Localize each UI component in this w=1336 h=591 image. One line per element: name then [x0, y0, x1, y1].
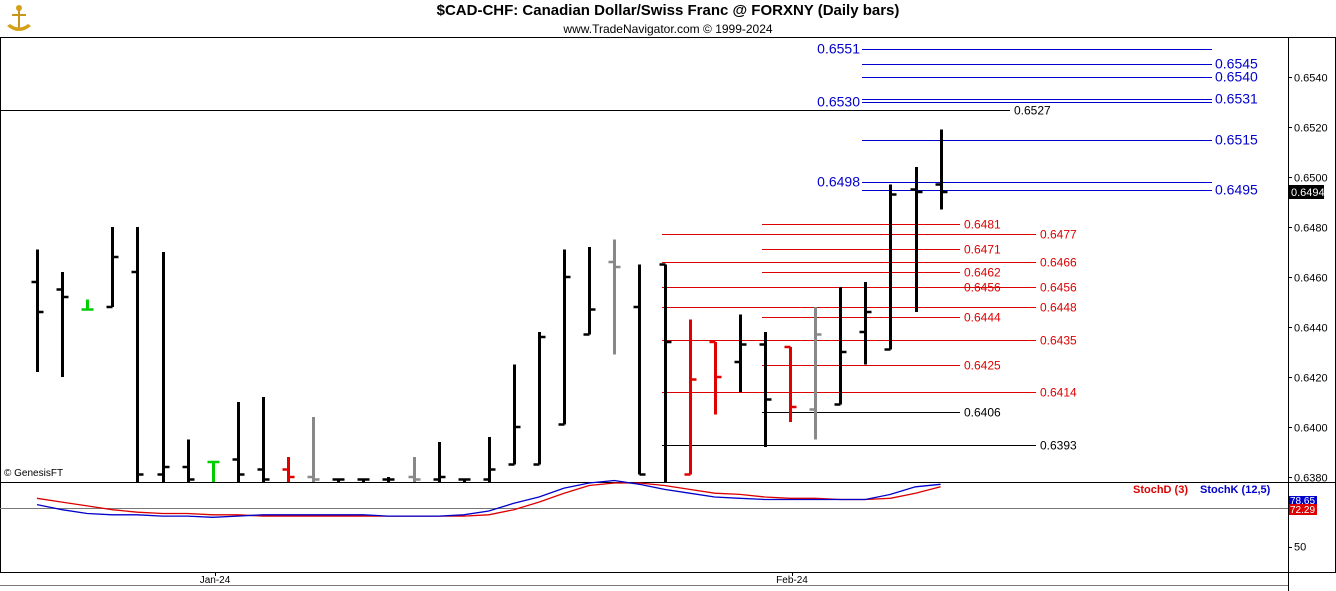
- price-tick-label: 0.6460: [1294, 273, 1328, 285]
- level-label: 0.6406: [964, 406, 1001, 420]
- date-axis: Jan-24 Feb-24: [200, 572, 808, 586]
- ohlc-bar: [207, 460, 220, 482]
- level-label: 0.6435: [1040, 334, 1077, 348]
- price-tick-label: 0.6380: [1294, 473, 1328, 485]
- ohlc-bar: [257, 397, 270, 482]
- last-price-badge: [1289, 185, 1324, 199]
- ohlc-bar: [508, 364, 521, 466]
- ohlc-bar: [633, 264, 646, 476]
- stoch-k-value: 78.65: [1290, 496, 1315, 507]
- ohlc-bar: [433, 442, 446, 482]
- stoch-d-line: [36, 482, 941, 517]
- ohlc-bar: [884, 184, 897, 351]
- level-label: 0.6527: [1014, 104, 1051, 118]
- price-tick-label: 0.6400: [1294, 423, 1328, 435]
- ohlc-bar: [759, 332, 772, 447]
- stoch-d-badge: [1289, 504, 1317, 515]
- last-price-label: 0.6494: [1291, 187, 1325, 199]
- level-label: 0.6545: [1215, 56, 1258, 72]
- ohlc-bar: [382, 477, 395, 482]
- level-label: 0.6466: [1040, 256, 1077, 270]
- ohlc-bar: [307, 417, 320, 482]
- level-label: 0.6495: [1215, 182, 1258, 198]
- price-tick-label: 0.6500: [1294, 173, 1328, 185]
- chart-title: $CAD-CHF: Canadian Dollar/Swiss Franc @ …: [436, 2, 900, 19]
- ohlc-bar: [56, 272, 69, 377]
- stoch-k-line: [36, 479, 941, 518]
- price-axis: 0.6540 0.6520 0.6500 0.6480 0.6460 0.6440 0.64…: [1288, 73, 1328, 485]
- chart-subtitle: www.TradeNavigator.com © 1999-2024: [563, 22, 773, 36]
- level-label: 0.6531: [1215, 91, 1258, 107]
- ohlc-bar: [282, 457, 295, 482]
- level-label: 0.6456: [1040, 281, 1077, 295]
- ohlc-bar: [157, 252, 170, 482]
- level-label: 0.6471: [964, 243, 1001, 257]
- chart-frame: [0, 37, 1336, 591]
- ohlc-bar: [659, 263, 672, 482]
- ohlc-bar: [834, 287, 847, 406]
- level-label: 0.6393: [1040, 439, 1077, 453]
- ohlc-bar: [558, 249, 571, 426]
- ohlc-bar: [910, 167, 923, 312]
- ohlc-bar: [859, 282, 872, 365]
- level-label: 0.6425: [964, 359, 1001, 373]
- ohlc-bar: [483, 437, 496, 482]
- ohlc-bar: [935, 129, 948, 210]
- level-label: 0.6530: [817, 94, 860, 110]
- level-label: 0.6498: [817, 174, 860, 190]
- price-tick-label: 0.6520: [1294, 123, 1328, 135]
- date-tick-label: Feb-24: [776, 575, 808, 586]
- level-label: 0.6414: [1040, 386, 1077, 400]
- ohlc-bar: [734, 314, 747, 392]
- date-tick-label: Jan-24: [200, 575, 231, 586]
- ohlc-bar: [31, 249, 44, 372]
- ohlc-bar: [684, 319, 697, 476]
- ohlc-bar: [332, 478, 345, 482]
- level-label: 0.6515: [1215, 132, 1258, 148]
- ohlc-bar: [583, 247, 596, 336]
- stoch-d-value: 72.29: [1290, 505, 1315, 516]
- price-tick-label: 0.6440: [1294, 323, 1328, 335]
- level-label: 0.6444: [964, 311, 1001, 325]
- level-label: 0.6477: [1040, 228, 1077, 242]
- price-tick-label: 0.6480: [1294, 223, 1328, 235]
- ohlc-bar: [533, 332, 546, 466]
- price-bars: [31, 129, 948, 482]
- tradenavigator-logo-icon: [7, 5, 31, 31]
- level-label: 0.6481: [964, 218, 1001, 232]
- price-tick-label: 0.6540: [1294, 73, 1328, 85]
- ohlc-bar: [131, 227, 144, 482]
- stoch-d-legend: StochD (3): [1133, 484, 1188, 496]
- ohlc-bar: [182, 439, 195, 482]
- ohlc-bar: [81, 299, 94, 311]
- ohlc-bar: [784, 345, 797, 422]
- level-label: 0.6551: [817, 41, 860, 57]
- price-tick-label: 0.6420: [1294, 373, 1328, 385]
- ohlc-bar: [458, 478, 471, 482]
- level-label: 0.6540: [1215, 69, 1258, 85]
- level-label: 0.6448: [1040, 301, 1077, 315]
- ohlc-bar: [408, 457, 421, 482]
- ohlc-bar: [106, 227, 119, 309]
- copyright-label: © GenesisFT: [4, 468, 64, 479]
- ohlc-bar: [709, 340, 722, 415]
- stochastic-tick-label: 50: [1294, 542, 1306, 554]
- stoch-k-badge: [1289, 496, 1317, 505]
- level-label: 0.6462: [964, 266, 1001, 280]
- ohlc-bar: [232, 402, 245, 482]
- ohlc-bar: [357, 478, 370, 482]
- stoch-k-legend: StochK (12,5): [1200, 484, 1271, 496]
- ohlc-bar: [809, 307, 822, 440]
- ohlc-bar: [608, 239, 621, 355]
